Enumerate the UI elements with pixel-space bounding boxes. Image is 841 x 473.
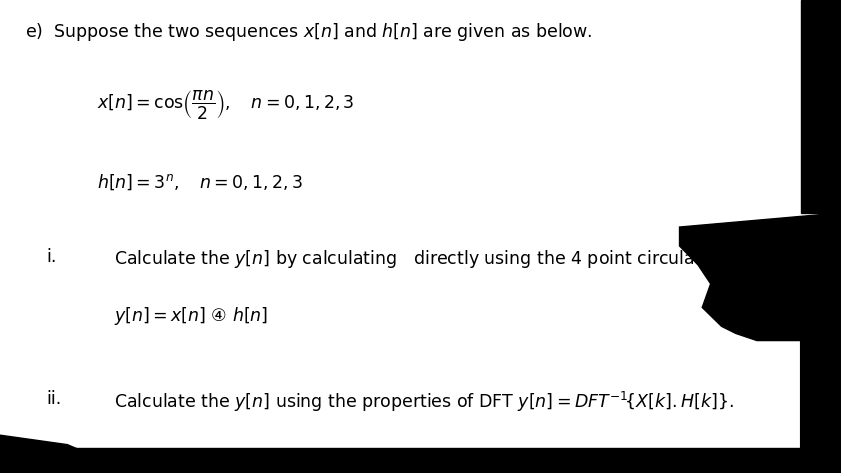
Text: e)  Suppose the two sequences $x\left[n\right]$ and $h\left[n\right]$ are given : e) Suppose the two sequences $x\left[n\r…	[25, 21, 593, 44]
Text: ii.: ii.	[46, 390, 61, 408]
Text: $y[n]=x[n]$ ④ $h[n]$: $y[n]=x[n]$ ④ $h[n]$	[114, 305, 267, 327]
Polygon shape	[680, 213, 841, 473]
Text: i.: i.	[46, 248, 56, 266]
Polygon shape	[801, 0, 841, 213]
Text: Calculate the $y\left[n\right]$ by calculating   directly using the 4 point circ: Calculate the $y\left[n\right]$ by calcu…	[114, 248, 808, 271]
Text: Calculate the $y\left[n\right]$ using the properties of DFT $y\left[n\right]=DFT: Calculate the $y\left[n\right]$ using th…	[114, 390, 733, 414]
Polygon shape	[0, 435, 101, 473]
Text: $h\left[n\right]=3^{n},\quad n=0,1,2,3$: $h\left[n\right]=3^{n},\quad n=0,1,2,3$	[97, 173, 303, 192]
Polygon shape	[0, 448, 841, 473]
Text: $x\left[n\right]=\cos\!\left(\dfrac{\pi n}{2}\right),\quad n=0,1,2,3$: $x\left[n\right]=\cos\!\left(\dfrac{\pi …	[97, 88, 354, 121]
